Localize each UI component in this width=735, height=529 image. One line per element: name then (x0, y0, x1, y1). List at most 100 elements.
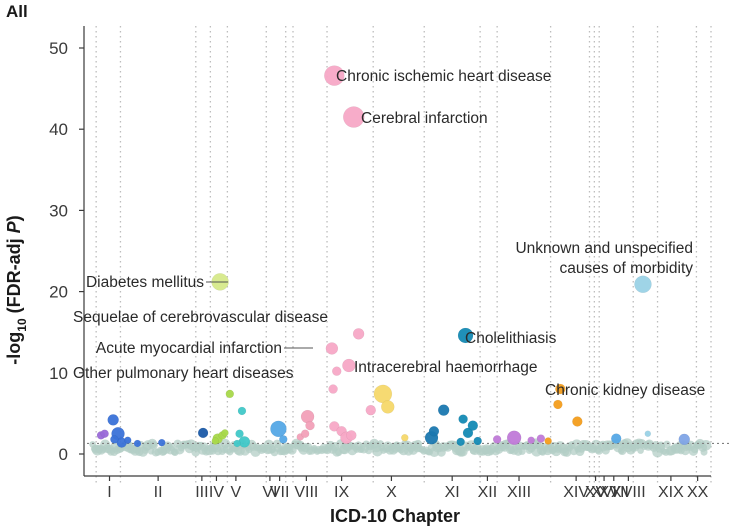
data-point (381, 400, 395, 414)
data-point (300, 409, 315, 424)
x-tick-label: XIV (563, 484, 589, 501)
y-tick-label: 0 (59, 445, 68, 464)
x-tick-label: XVI (591, 484, 617, 501)
data-point (457, 327, 474, 344)
annotation-label-line: causes of morbidity (559, 260, 693, 277)
chapter-gridlines (95, 26, 712, 485)
y-axis-title-p: P (4, 220, 24, 233)
x-tick-label: XIX (658, 484, 684, 501)
data-point (211, 437, 219, 445)
data-point (373, 384, 393, 404)
data-point (572, 416, 583, 427)
data-point (544, 437, 552, 445)
x-tick-label: II (154, 484, 163, 501)
data-point (555, 383, 566, 395)
data-point (279, 435, 288, 444)
y-tick-label: 20 (49, 283, 68, 302)
data-point (324, 65, 345, 86)
nonsignificant-point (663, 440, 671, 449)
data-point (456, 437, 465, 447)
y-axis: 0 10 20 30 40 50 (49, 26, 85, 476)
data-point (428, 426, 440, 437)
y-tick-label: 30 (49, 201, 68, 220)
nonsignificant-point (700, 439, 712, 451)
data-point (473, 436, 482, 446)
data-point (352, 328, 365, 340)
x-axis-title: ICD-10 Chapter (330, 506, 460, 526)
data-point (329, 421, 340, 432)
x-tick-label: X (386, 484, 397, 501)
data-point (158, 438, 166, 447)
x-tick-label: XIII (507, 484, 531, 501)
annotation-label: Intracerebral haemorrhage (354, 359, 538, 376)
x-tick-label: V (231, 484, 242, 501)
y-axis-title-base: 10 (15, 318, 29, 332)
annotation-label: Acute myocardial infarction (96, 340, 282, 357)
data-point (346, 430, 357, 441)
annotation-label: Diabetes mellitus (86, 274, 204, 291)
x-tick-label: VII (270, 484, 290, 501)
x-tick-label: XV (585, 484, 607, 501)
annotation-label: Cholelithiasis (465, 330, 557, 347)
data-point (492, 435, 502, 444)
data-point (100, 429, 109, 438)
data-point (237, 406, 247, 416)
x-tick-label: III (195, 484, 208, 501)
y-axis-title-mid: (FDR-adj (4, 233, 24, 318)
data-point (401, 434, 409, 442)
panel-title: All (6, 2, 28, 21)
y-axis-title: -log10 (FDR-adj P) (4, 215, 29, 364)
x-tick-label: IV (209, 484, 224, 501)
data-point (225, 389, 235, 399)
annotation-label: Chronic kidney disease (545, 382, 705, 399)
significant-points (96, 65, 691, 448)
data-point (610, 433, 622, 444)
data-point (342, 358, 356, 373)
y-axis-title-log: -log (4, 332, 24, 365)
data-point (328, 384, 338, 394)
annotation-labels: Chronic ischemic heart disease Cerebral i… (73, 68, 705, 399)
data-point (133, 439, 142, 448)
data-point (331, 366, 342, 376)
annotation-leader-lines (206, 281, 313, 349)
annotation-label: Unknown and unspecified causes of morbidi… (515, 240, 693, 277)
data-point (506, 430, 522, 446)
x-tick-label: XVIII (611, 484, 646, 501)
data-point (536, 434, 546, 443)
x-tick-label: XVII (599, 484, 629, 501)
annotation-label: Other pulmonary heart diseases (73, 365, 294, 382)
y-tick-label: 40 (49, 120, 68, 139)
y-tick-label: 10 (49, 364, 68, 383)
x-tick-label: VIII (294, 484, 318, 501)
data-point (343, 106, 365, 128)
data-point (634, 275, 652, 294)
x-tick-label: I (107, 484, 111, 501)
annotation-label: Cerebral infarction (361, 110, 488, 127)
data-point (305, 420, 315, 431)
data-point (233, 439, 241, 448)
nonsignificant-point (149, 441, 158, 450)
annotation-label: Sequelae of cerebrovascular disease (73, 309, 328, 326)
y-tick-label: 50 (49, 39, 68, 58)
data-point (462, 427, 474, 439)
x-tick-label: XI (445, 484, 460, 501)
data-point (235, 429, 244, 438)
data-point (221, 429, 229, 437)
x-tick-label: XII (478, 484, 498, 501)
data-point (458, 414, 468, 424)
data-point (238, 436, 251, 448)
data-point (107, 414, 119, 426)
data-point (527, 436, 535, 444)
data-point (644, 430, 652, 437)
data-point (270, 420, 287, 438)
x-tick-label: XX (687, 484, 709, 501)
data-point (325, 342, 339, 355)
y-axis-title-end: ) (4, 215, 24, 221)
x-tick-label: IX (334, 484, 349, 501)
data-point (678, 433, 691, 446)
data-point (123, 436, 132, 444)
data-point (110, 435, 119, 444)
data-point (197, 427, 209, 439)
